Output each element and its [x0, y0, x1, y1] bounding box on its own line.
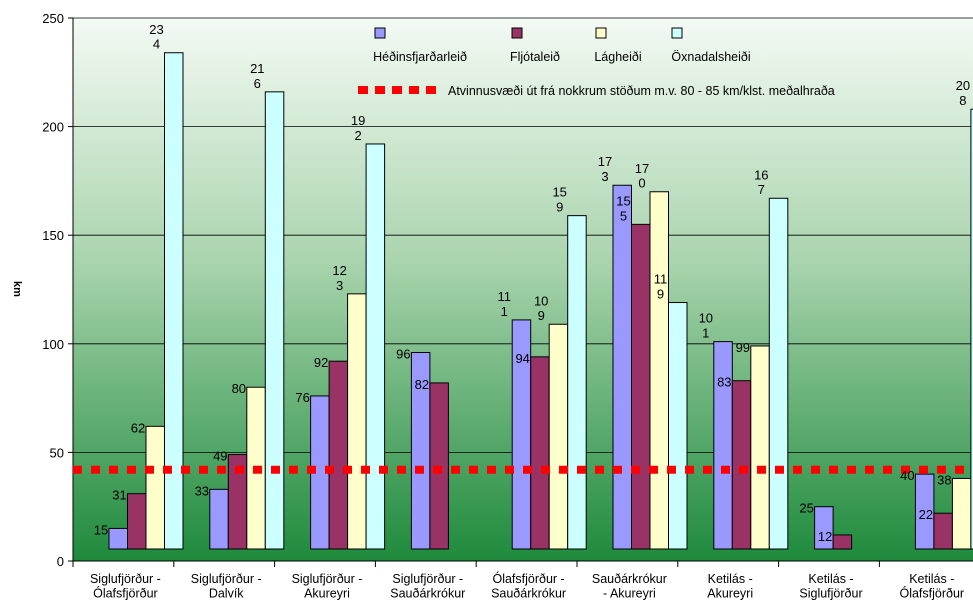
data-label: 80 — [232, 381, 246, 396]
data-label: 49 — [213, 449, 227, 464]
data-label: 76 — [295, 390, 309, 405]
x-tick-label: Ólafsfjörður -Sauðárkrókur — [491, 571, 566, 600]
bar — [365, 143, 386, 550]
data-label: 12 — [818, 529, 832, 544]
legend-label: Öxnadalsheiði — [671, 50, 750, 64]
data-label: 31 — [112, 488, 126, 503]
data-label: 22 — [919, 507, 933, 522]
data-label: 20 8 — [956, 78, 970, 108]
data-label: 38 — [937, 472, 951, 487]
bar — [612, 184, 632, 550]
data-label: 83 — [717, 375, 731, 390]
y-tick-label: 0 — [57, 554, 64, 569]
legend-reference-label: Atvinnusvæði út frá nokkrum stöðum m.v. … — [448, 84, 835, 98]
bar — [548, 323, 569, 550]
bar — [567, 215, 587, 550]
bar — [933, 512, 953, 550]
bar — [127, 493, 147, 550]
bar — [914, 473, 935, 550]
bar — [970, 108, 973, 550]
bar — [631, 223, 651, 550]
bar — [530, 356, 550, 550]
data-label: 21 6 — [250, 61, 264, 91]
legend-swatch — [374, 27, 386, 39]
x-tick-label: Siglufjörður -Sauðárkrókur — [390, 572, 465, 600]
y-tick-label: 250 — [42, 11, 64, 26]
legend-entry: Öxnadalsheiði — [671, 27, 751, 64]
legend-entry: Héðinsfjarðarleið — [373, 27, 467, 64]
bar — [731, 380, 752, 550]
legend-reference-dash — [358, 86, 368, 94]
bar — [347, 293, 367, 550]
x-tick-label: Siglufjörður -Dalvík — [191, 572, 262, 600]
data-label: 62 — [131, 420, 145, 435]
data-label: 12 3 — [332, 263, 346, 293]
data-label: 15 — [94, 522, 108, 537]
x-axis: Siglufjörður -Ólafsfjörður Siglufjörður -… — [72, 560, 973, 600]
data-labels: 15 33 76 96 11 1 17 3 10 1 25 40 31 49 92 82 94 15 5 83 12 22… — [94, 22, 970, 544]
legend-label: Héðinsfjarðarleið — [373, 50, 467, 64]
data-label: 23 4 — [149, 22, 163, 52]
data-label: 11 1 — [497, 289, 511, 319]
data-label: 10 9 — [534, 293, 548, 323]
bar — [832, 534, 853, 550]
bar — [951, 477, 972, 550]
data-label: 40 — [900, 468, 914, 483]
data-label: 33 — [195, 483, 209, 498]
legend-swatch — [595, 27, 607, 39]
data-label: 92 — [314, 355, 328, 370]
bar — [145, 425, 165, 550]
y-tick-label: 200 — [42, 120, 64, 135]
bar — [713, 341, 733, 550]
x-tick-label: Siglufjörður -Ólafsfjörður — [90, 572, 161, 600]
legend-entry: Fljótaleið — [510, 27, 560, 64]
legend-swatch — [511, 27, 523, 39]
legend-reference-dash — [409, 86, 419, 94]
y-axis-label: km — [11, 281, 23, 297]
legend-reference-entry: Atvinnusvæði út frá nokkrum stöðum m.v. … — [358, 84, 835, 98]
legend-reference-dash — [375, 86, 385, 94]
bar — [768, 197, 789, 550]
legend-label: Lágheiði — [594, 50, 641, 64]
y-tick-label: 50 — [50, 445, 64, 460]
data-label: 99 — [736, 340, 750, 355]
bar — [750, 345, 770, 550]
data-label: 82 — [415, 377, 429, 392]
x-tick-label: Ketilás -Ólafsfjörður — [899, 572, 964, 600]
legend-label: Fljótaleið — [510, 50, 560, 64]
bar — [264, 91, 285, 550]
x-tick-label: Sauðárkrókur - Akureyri — [592, 572, 667, 600]
bar — [108, 527, 128, 550]
y-tick-label: 100 — [42, 337, 64, 352]
y-axis: 0 50 100 150 200 250 — [42, 11, 74, 569]
bar — [814, 506, 834, 550]
data-label: 17 0 — [635, 161, 649, 191]
bar — [209, 488, 229, 550]
legend-entry: Lágheiði — [594, 27, 642, 64]
legend-reference-dash — [426, 86, 436, 94]
data-label: 19 2 — [351, 113, 365, 143]
data-label: 15 5 — [616, 193, 630, 223]
data-label: 15 9 — [552, 185, 566, 215]
data-label: 10 1 — [699, 311, 713, 341]
data-label: 16 7 — [754, 167, 768, 197]
bar — [328, 360, 349, 550]
legend-reference-dash — [392, 86, 402, 94]
data-label: 17 3 — [598, 154, 612, 184]
y-tick-label: 150 — [42, 228, 64, 243]
legend: Héðinsfjarðarleið Fljótaleið Lágheiði Öxnad… — [358, 27, 835, 98]
data-label: 25 — [799, 501, 813, 516]
data-label: 11 9 — [654, 272, 668, 302]
x-tick-label: Ketilás -Akureyri — [707, 572, 753, 600]
x-tick-label: Ketilás -Siglufjörður — [799, 572, 862, 600]
data-label: 96 — [396, 346, 410, 361]
legend-swatch — [671, 27, 683, 39]
bar — [164, 52, 184, 550]
data-label: 94 — [515, 351, 529, 366]
x-tick-label: Siglufjörður -Akureyri — [292, 572, 363, 600]
bar — [668, 302, 688, 550]
bar — [649, 191, 669, 550]
